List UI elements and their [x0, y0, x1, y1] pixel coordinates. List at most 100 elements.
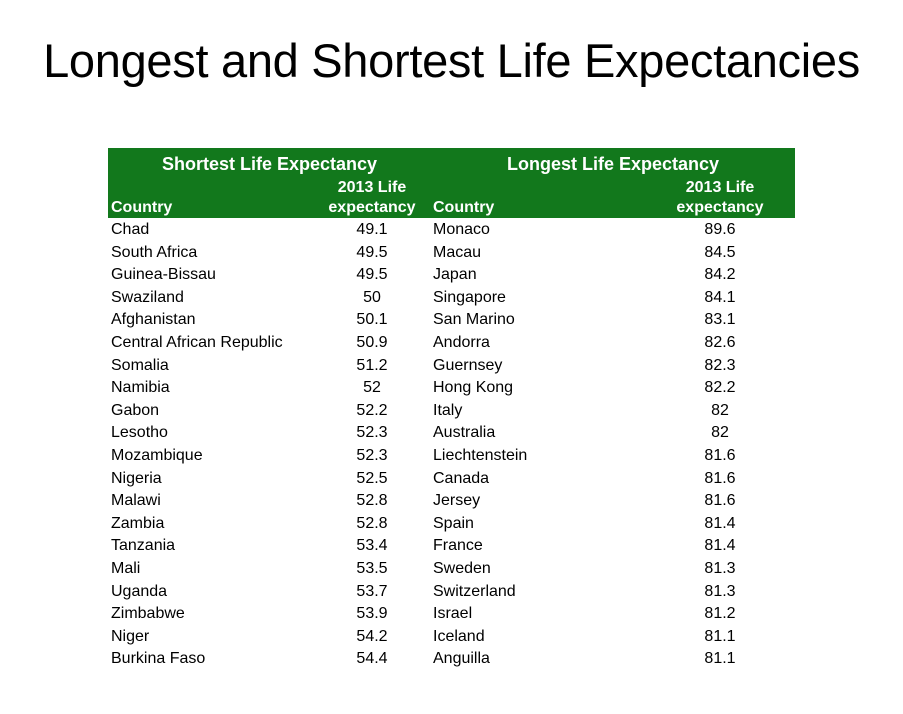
longest-country-cell: Macau: [433, 243, 482, 261]
shortest-value-cell: 52.8: [356, 492, 388, 510]
longest-heading: Longest Life Expectancy: [506, 154, 720, 174]
table-row: Zimbabwe 53.9 Israel 81.2: [108, 602, 795, 625]
longest-country-cell: Jersey: [433, 492, 481, 510]
shortest-country-cell: Swaziland: [111, 288, 184, 306]
longest-value-cell: 81.2: [704, 605, 736, 623]
longest-country-cell: France: [433, 537, 483, 555]
longest-country-cell: Liechtenstein: [433, 446, 528, 464]
table-header: Shortest Life Expectancy Longest Life Ex…: [108, 148, 795, 218]
shortest-value-cell: 49.5: [356, 243, 388, 261]
shortest-value-header: 2013 Life expectancy: [328, 179, 416, 216]
longest-value-cell: 81.6: [704, 446, 736, 464]
shortest-value-cell: 54.2: [356, 627, 388, 645]
page-title: Longest and Shortest Life Expectancies: [43, 34, 860, 87]
longest-country-cell: Iceland: [433, 627, 485, 645]
shortest-value-cell: 53.4: [356, 537, 388, 555]
shortest-value-cell: 53.7: [356, 582, 388, 600]
shortest-country-cell: Namibia: [111, 379, 170, 397]
shortest-country-cell: Somalia: [111, 356, 169, 374]
shortest-country-cell: Mozambique: [111, 446, 203, 464]
shortest-country-cell: Uganda: [111, 582, 168, 600]
longest-value-cell: 81.1: [704, 650, 736, 668]
table-row: Uganda 53.7 Switzerland 81.3: [108, 580, 795, 603]
longest-country-cell: Monaco: [433, 221, 490, 238]
table-row: Mozambique 52.3 Liechtenstein 81.6: [108, 444, 795, 467]
longest-value-cell: 81.6: [704, 469, 736, 487]
longest-value-cell: 82: [711, 401, 729, 419]
table-row: Niger 54.2 Iceland 81.1: [108, 625, 795, 648]
longest-value-cell: 81.4: [704, 537, 736, 555]
shortest-value-cell: 52.3: [356, 424, 388, 442]
longest-country-cell: Andorra: [433, 333, 490, 351]
shortest-country-cell: Zambia: [111, 514, 165, 532]
longest-country-cell: Australia: [433, 424, 496, 442]
table-row: Namibia 52 Hong Kong 82.2: [108, 376, 795, 399]
shortest-value-cell: 50.1: [356, 311, 388, 329]
table-row: Somalia 51.2 Guernsey 82.3: [108, 354, 795, 377]
shortest-value-cell: 52.2: [356, 401, 388, 419]
longest-value-cell: 81.3: [704, 582, 736, 600]
longest-country-cell: Switzerland: [433, 582, 516, 600]
table-row: Burkina Faso 54.4 Anguilla 81.1: [108, 647, 795, 670]
longest-country-cell: Japan: [433, 266, 477, 284]
shortest-value-cell: 53.5: [356, 559, 388, 577]
table-row: Mali 53.5 Sweden 81.3: [108, 557, 795, 580]
shortest-value-cell: 52.8: [356, 514, 388, 532]
table-row: South Africa 49.5 Macau 84.5: [108, 241, 795, 264]
shortest-country-cell: Malawi: [111, 492, 161, 510]
longest-country-cell: Israel: [433, 605, 473, 623]
shortest-country-cell: Mali: [111, 559, 141, 577]
shortest-country-cell: Lesotho: [111, 424, 168, 442]
longest-value-cell: 82.6: [704, 333, 736, 351]
table-row: Central African Republic 50.9 Andorra 82.6: [108, 331, 795, 354]
longest-value-cell: 84.2: [704, 266, 736, 284]
table-row: Gabon 52.2 Italy 82: [108, 399, 795, 422]
shortest-heading: Shortest Life Expectancy: [161, 154, 378, 174]
shortest-country-cell: Nigeria: [111, 469, 162, 487]
shortest-value-cell: 53.9: [356, 605, 388, 623]
shortest-value-cell: 52.3: [356, 446, 388, 464]
longest-value-cell: 81.1: [704, 627, 736, 645]
longest-country-cell: Anguilla: [433, 650, 490, 668]
table-row: Malawi 52.8 Jersey 81.6: [108, 489, 795, 512]
shortest-country-cell: Burkina Faso: [111, 650, 206, 668]
shortest-value-cell: 52.5: [356, 469, 388, 487]
shortest-value-cell: 50: [363, 288, 381, 306]
shortest-value-cell: 50.9: [356, 333, 388, 351]
longest-value-cell: 89.6: [704, 221, 736, 238]
longest-value-cell: 81.4: [704, 514, 736, 532]
shortest-value-cell: 49.5: [356, 266, 388, 284]
table-row: Zambia 52.8 Spain 81.4: [108, 512, 795, 535]
longest-country-cell: San Marino: [433, 311, 515, 329]
longest-value-cell: 82.3: [704, 356, 736, 374]
shortest-country-cell: Chad: [111, 221, 150, 238]
shortest-country-cell: Afghanistan: [111, 311, 196, 329]
shortest-value-cell: 54.4: [356, 650, 388, 668]
longest-country-cell: Spain: [433, 514, 474, 532]
shortest-country-cell: Niger: [111, 627, 150, 645]
table-row: Guinea-Bissau 49.5 Japan 84.2: [108, 263, 795, 286]
longest-value-cell: 83.1: [704, 311, 736, 329]
table-row: Afghanistan 50.1 San Marino 83.1: [108, 308, 795, 331]
longest-value-cell: 81.6: [704, 492, 736, 510]
shortest-country-cell: Gabon: [111, 401, 160, 419]
longest-country-header: Country: [433, 199, 495, 216]
shortest-country-cell: Guinea-Bissau: [111, 266, 216, 284]
longest-country-cell: Guernsey: [433, 356, 503, 374]
longest-value-cell: 82.2: [704, 379, 736, 397]
table-row: Chad 49.1 Monaco 89.6: [108, 218, 795, 241]
shortest-country-cell: Zimbabwe: [111, 605, 185, 623]
longest-value-header: 2013 Life expectancy: [676, 179, 764, 216]
longest-country-cell: Sweden: [433, 559, 491, 577]
longest-country-cell: Singapore: [433, 288, 506, 306]
table-row: Tanzania 53.4 France 81.4: [108, 534, 795, 557]
table-row: Nigeria 52.5 Canada 81.6: [108, 467, 795, 490]
shortest-value-cell: 51.2: [356, 356, 388, 374]
table-body: Chad 49.1 Monaco 89.6 South Africa 49.5 Macau 8…: [108, 218, 795, 670]
table-row: Swaziland 50 Singapore 84.1: [108, 286, 795, 309]
longest-value-cell: 81.3: [704, 559, 736, 577]
shortest-value-cell: 52: [363, 379, 381, 397]
shortest-country-cell: Tanzania: [111, 537, 176, 555]
shortest-country-header: Country: [111, 199, 173, 216]
longest-value-cell: 82: [711, 424, 729, 442]
